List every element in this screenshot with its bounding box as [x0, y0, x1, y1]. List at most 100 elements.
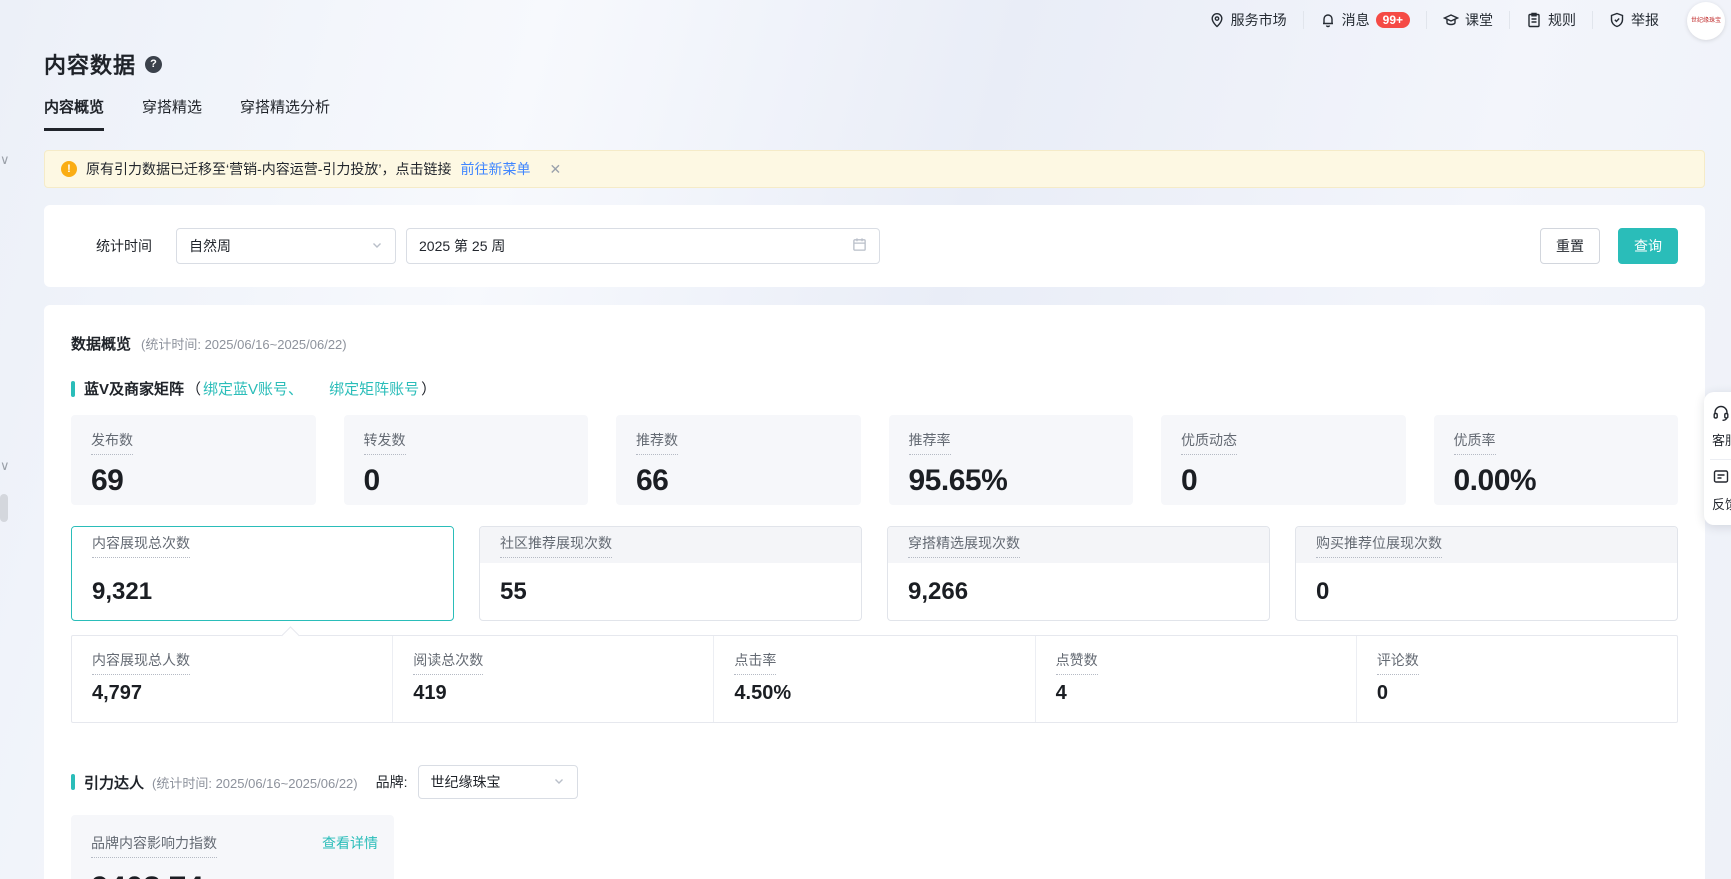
report-icon	[1609, 12, 1625, 28]
stat-value: 0	[1181, 464, 1198, 497]
card-purchase-recommend-impressions[interactable]: 购买推荐位展现次数 0	[1295, 526, 1678, 621]
top-navigation: 服务市场 消息 99+ 课堂	[1193, 0, 1675, 40]
separator: 、	[288, 381, 304, 398]
card-total-content-impressions[interactable]: 内容展现总次数 9,321	[71, 526, 454, 621]
headset-icon	[1712, 404, 1730, 425]
scrollbar-thumb[interactable]	[0, 494, 8, 522]
nav-label: 课堂	[1465, 12, 1493, 28]
collapse-chevron-icon[interactable]: ∨	[0, 152, 10, 167]
detail-value: 4,797	[92, 682, 143, 704]
nav-label: 服务市场	[1230, 12, 1287, 28]
card-community-recommend-impressions[interactable]: 社区推荐展现次数 55	[479, 526, 862, 621]
view-details-link[interactable]: 查看详情	[322, 835, 378, 851]
period-type-value: 自然周	[189, 238, 231, 254]
stat-label: 转发数	[363, 430, 406, 455]
calendar-icon	[852, 237, 867, 255]
detail-label: 内容展现总人数	[92, 650, 190, 675]
period-type-select[interactable]: 自然周	[176, 228, 396, 264]
impression-details-panel: 内容展现总人数 4,797 阅读总次数 419 点击率 4.50% 点赞数 4 …	[71, 626, 1678, 723]
bind-matrix-link[interactable]: 绑定矩阵账号	[329, 381, 420, 398]
tab-outfit-selection-analysis[interactable]: 穿搭精选分析	[240, 99, 331, 116]
detail-value: 4.50%	[734, 682, 792, 704]
nav-label: 消息	[1341, 12, 1370, 28]
detail-label: 评论数	[1376, 650, 1419, 675]
week-picker[interactable]: 2025 第 25 周	[406, 228, 880, 264]
gravity-date-range: (统计时间: 2025/06/16~2025/06/22)	[152, 775, 358, 791]
bind-blue-v-link[interactable]: 绑定蓝V账号	[203, 381, 289, 398]
reset-button[interactable]: 重置	[1540, 228, 1600, 264]
feedback-icon	[1712, 468, 1730, 489]
stat-label: 优质动态	[1181, 430, 1237, 455]
page-title: 内容数据 ?	[44, 48, 163, 80]
nav-label: 规则	[1548, 12, 1576, 28]
detail-value: 0	[1376, 682, 1388, 704]
overview-header: 数据概览 (统计时间: 2025/06/16~2025/06/22)	[71, 333, 1678, 354]
query-button[interactable]: 查询	[1618, 228, 1678, 264]
stat-value: 69	[91, 464, 124, 497]
tab-outfit-selection[interactable]: 穿搭精选	[142, 99, 203, 116]
stat-card-quality-posts[interactable]: 优质动态 0	[1161, 415, 1406, 505]
bell-icon	[1320, 12, 1336, 28]
section-bar	[71, 380, 75, 397]
card-value: 0	[1316, 577, 1330, 605]
brand-select[interactable]: 世纪缘珠宝	[417, 765, 578, 799]
brand-label: 品牌:	[375, 774, 408, 790]
blue-v-title: 蓝V及商家矩阵	[84, 381, 185, 398]
nav-messages[interactable]: 消息 99+	[1304, 11, 1427, 29]
stat-time-label: 统计时间	[96, 238, 152, 254]
stat-card-quality-rate[interactable]: 优质率 0.00%	[1433, 415, 1678, 505]
avatar[interactable]: 世纪缘珠宝	[1687, 2, 1725, 40]
stat-value: 66	[636, 464, 669, 497]
card-label: 穿搭精选展现次数	[908, 533, 1020, 558]
rules-icon	[1526, 12, 1542, 28]
stat-label: 推荐率	[908, 430, 951, 455]
gravity-section-header: 引力达人 (统计时间: 2025/06/16~2025/06/22) 品牌: 世…	[71, 765, 1678, 799]
feedback-button[interactable]: 反馈	[1704, 468, 1731, 513]
help-icon[interactable]: ?	[145, 55, 163, 73]
nav-label: 举报	[1631, 12, 1659, 28]
impression-card-row: 内容展现总次数 9,321 社区推荐展现次数 55 穿搭精选展现次数 9,266…	[71, 526, 1678, 621]
detail-label: 点赞数	[1055, 650, 1098, 675]
overview-date-range: (统计时间: 2025/06/16~2025/06/22)	[141, 337, 347, 352]
stat-card-publish-count[interactable]: 发布数 69	[71, 415, 316, 505]
tab-content-overview[interactable]: 内容概览	[44, 96, 105, 131]
stat-value: 0	[363, 464, 381, 497]
stat-card-repost-count[interactable]: 转发数 0	[343, 415, 588, 505]
feedback-label: 反馈	[1712, 497, 1731, 512]
banner-link[interactable]: 前往新菜单	[460, 161, 531, 177]
detail-total-viewers: 内容展现总人数 4,797	[72, 636, 394, 722]
close-icon[interactable]: ✕	[549, 160, 562, 177]
brand-influence-card: 品牌内容影响力指数 查看详情 9408.74	[71, 815, 394, 879]
stat-card-recommend-rate[interactable]: 推荐率 95.65%	[888, 415, 1133, 505]
stat-label: 发布数	[91, 430, 133, 455]
nav-classroom[interactable]: 课堂	[1427, 11, 1510, 29]
collapse-chevron-icon[interactable]: ∨	[0, 458, 10, 473]
detail-likes: 点赞数 4	[1036, 636, 1357, 722]
detail-comments: 评论数 0	[1357, 636, 1677, 722]
stat-value: 0.00%	[1453, 464, 1537, 497]
nav-service-market[interactable]: 服务市场	[1193, 11, 1304, 29]
card-value: 55	[500, 577, 527, 605]
card-outfit-selection-impressions[interactable]: 穿搭精选展现次数 9,266	[887, 526, 1270, 621]
card-label: 社区推荐展现次数	[500, 533, 612, 558]
paren-close: ）	[421, 381, 437, 398]
customer-service-button[interactable]: 客服	[1704, 404, 1731, 449]
gravity-title: 引力达人	[84, 774, 145, 792]
card-value: 9,321	[92, 577, 153, 605]
stat-card-recommend-count[interactable]: 推荐数 66	[616, 415, 861, 505]
nav-rules[interactable]: 规则	[1510, 11, 1593, 29]
overview-title: 数据概览	[71, 336, 132, 353]
nav-report[interactable]: 举报	[1593, 11, 1675, 29]
stat-card-row: 发布数 69 转发数 0 推荐数 66 推荐率 95.65% 优质动态 0 优质…	[71, 415, 1678, 505]
floating-help-panel: 客服 反馈	[1704, 392, 1731, 525]
chevron-down-icon	[553, 774, 565, 790]
brand-select-value: 世纪缘珠宝	[430, 774, 501, 790]
classroom-icon	[1443, 12, 1459, 28]
detail-total-reads: 阅读总次数 419	[393, 636, 715, 722]
brand-influence-label: 品牌内容影响力指数	[91, 833, 217, 858]
stat-value: 95.65%	[908, 464, 1008, 497]
detail-click-rate: 点击率 4.50%	[714, 636, 1036, 722]
week-picker-value: 2025 第 25 周	[419, 238, 506, 254]
marketplace-icon	[1209, 12, 1225, 28]
